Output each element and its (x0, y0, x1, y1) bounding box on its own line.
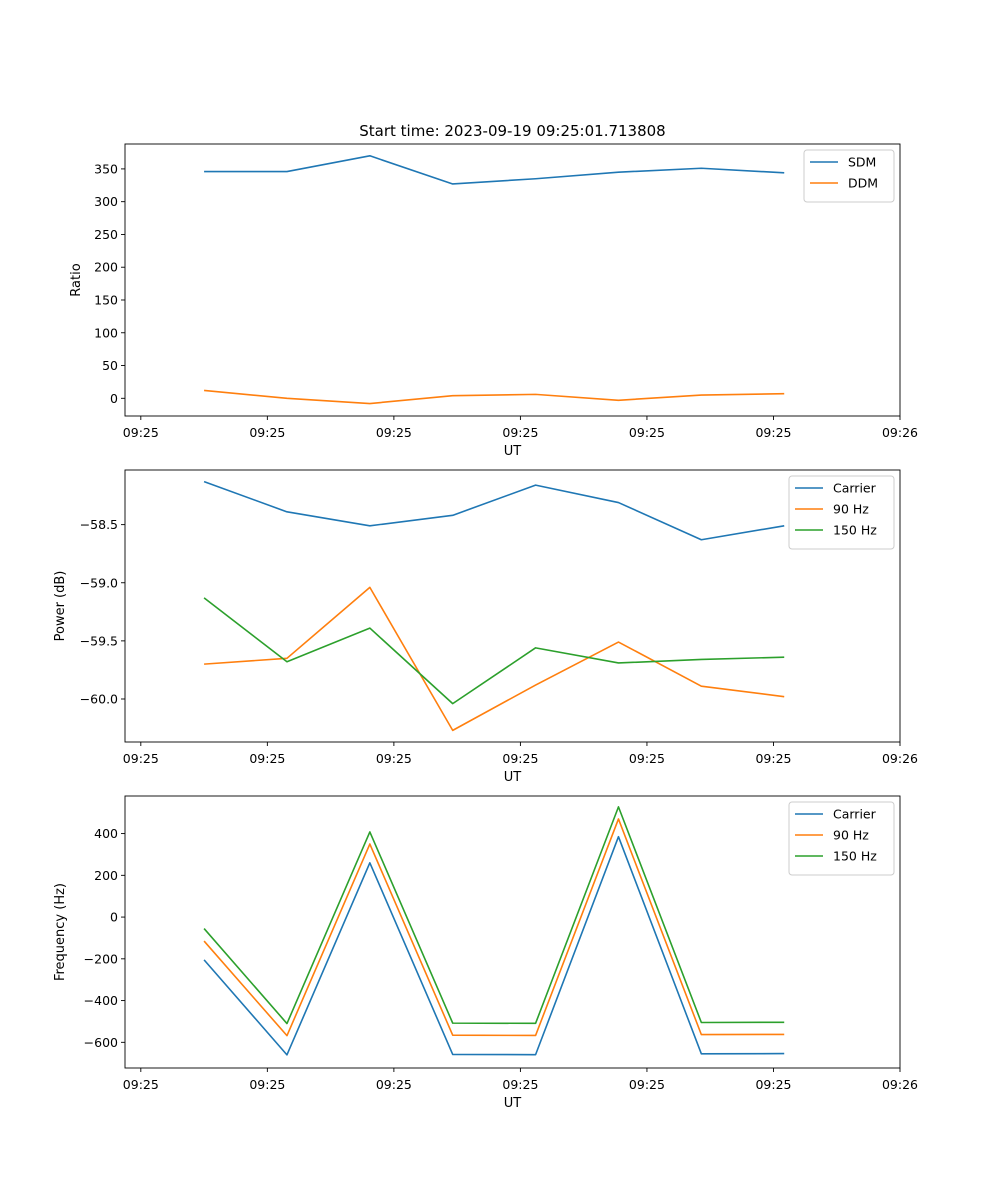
x-tick-label: 09:25 (376, 1077, 412, 1092)
plot-frame (124, 143, 901, 417)
plot-frame (124, 469, 901, 743)
y-axis-label: Ratio (69, 263, 84, 296)
series-line-ddm (204, 389, 785, 405)
figure-title: Start time: 2023-09-19 09:25:01.713808 (359, 122, 665, 140)
x-tick-label: 09:25 (502, 1077, 538, 1092)
y-tick-label: −400 (84, 993, 118, 1008)
y-tick-label: −200 (84, 951, 118, 966)
chart-1: 09:25 09:25 09:25 09:25 09:25 09:25 09:26 0 50 10… (69, 143, 918, 459)
legend-label: Carrier (833, 481, 877, 496)
chart-2: 09:25 09:25 09:25 09:25 09:25 09:25 09:26 −60.0… (53, 469, 918, 785)
legend: Carrier 90 Hz 150 Hz (788, 475, 895, 550)
x-tick-label: 09:25 (502, 425, 538, 440)
x-tick-label: 09:25 (249, 425, 285, 440)
y-axis-label: Frequency (Hz) (53, 883, 68, 981)
x-tick-label: 09:26 (882, 425, 918, 440)
legend-box (803, 149, 895, 203)
x-tick-label: 09:26 (882, 751, 918, 766)
y-tick-label: 200 (94, 868, 118, 883)
y-tick-label: −59.5 (80, 633, 118, 648)
series-line-150-hz (203, 597, 785, 705)
legend-label: Carrier (833, 807, 877, 822)
y-tick-label: 50 (102, 358, 118, 373)
x-tick-label: 09:25 (123, 425, 159, 440)
legend-label: 150 Hz (833, 523, 877, 538)
y-tick-label: −58.5 (80, 517, 118, 532)
x-tick-label: 09:25 (123, 751, 159, 766)
series-line-150-hz (203, 806, 785, 1025)
y-tick-label: −59.0 (80, 575, 118, 590)
series-line-carrier (203, 480, 785, 541)
legend: Carrier 90 Hz 150 Hz (788, 801, 895, 876)
legend-label: DDM (848, 176, 878, 191)
legend-label: SDM (848, 155, 876, 170)
x-tick-label: 09:25 (629, 1077, 665, 1092)
x-tick-label: 09:25 (629, 751, 665, 766)
y-tick-label: −600 (84, 1035, 118, 1050)
chart-3: 09:25 09:25 09:25 09:25 09:25 09:25 09:26 −600 −… (53, 795, 918, 1111)
y-tick-label: 350 (94, 161, 118, 176)
y-tick-label: 150 (94, 292, 118, 307)
plot-frame (124, 795, 901, 1069)
series-line-sdm (204, 155, 785, 185)
y-tick-label: 0 (110, 391, 118, 406)
series-line-90-hz (204, 586, 785, 732)
x-tick-label: 09:25 (629, 425, 665, 440)
legend: SDM DDM (803, 149, 895, 203)
x-tick-label: 09:26 (882, 1077, 918, 1092)
y-tick-label: 400 (94, 826, 118, 841)
x-axis-label: UT (504, 770, 522, 785)
y-tick-label: −60.0 (80, 691, 118, 706)
x-tick-label: 09:25 (249, 751, 285, 766)
y-tick-label: 250 (94, 227, 118, 242)
x-tick-label: 09:25 (755, 751, 791, 766)
y-tick-label: 200 (94, 260, 118, 275)
y-tick-label: 100 (94, 325, 118, 340)
x-tick-label: 09:25 (376, 425, 412, 440)
x-tick-label: 09:25 (376, 751, 412, 766)
series-line-carrier (203, 835, 785, 1056)
legend-label: 90 Hz (833, 828, 869, 843)
y-axis-label: Power (dB) (53, 571, 68, 642)
axes-layer: 09:25 09:25 09:25 09:25 09:25 09:25 09:26 0 50 10… (53, 143, 918, 1111)
legend-label: 150 Hz (833, 849, 877, 864)
x-tick-label: 09:25 (502, 751, 538, 766)
x-tick-label: 09:25 (755, 425, 791, 440)
x-tick-label: 09:25 (755, 1077, 791, 1092)
x-tick-label: 09:25 (123, 1077, 159, 1092)
y-tick-label: 300 (94, 194, 118, 209)
y-tick-label: 0 (110, 910, 118, 925)
x-tick-label: 09:25 (249, 1077, 285, 1092)
x-axis-label: UT (504, 444, 522, 459)
x-axis-label: UT (504, 1096, 522, 1111)
legend-label: 90 Hz (833, 502, 869, 517)
series-line-90-hz (203, 818, 785, 1037)
